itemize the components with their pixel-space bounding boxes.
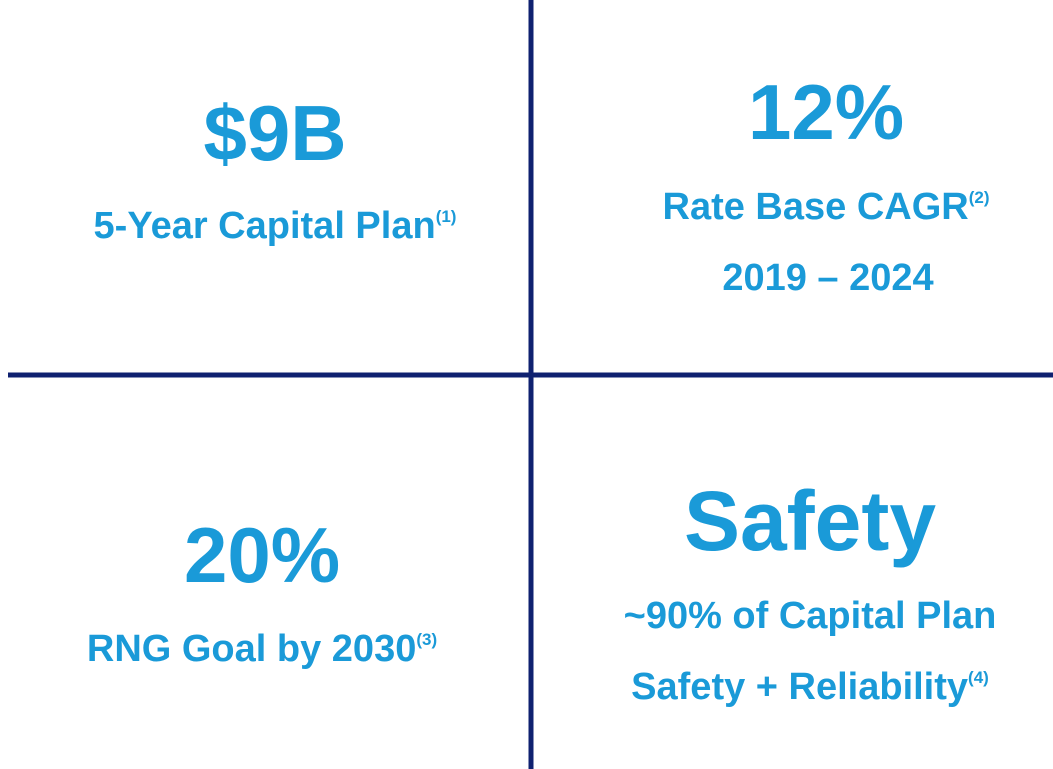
headline: $9B: [203, 89, 346, 177]
caption: ~90% of Capital Plan: [624, 595, 997, 637]
footnote-ref: (1): [436, 207, 457, 226]
caption: Rate Base CAGR(2): [663, 186, 990, 228]
caption: RNG Goal by 2030(3): [87, 628, 437, 670]
caption: 2019 – 2024: [722, 257, 933, 299]
headline: 20%: [184, 511, 340, 599]
caption-text: RNG Goal by 2030: [87, 628, 416, 670]
footnote-ref: (2): [969, 188, 990, 207]
caption: 5-Year Capital Plan(1): [94, 205, 457, 247]
caption-text: 5-Year Capital Plan: [94, 205, 436, 247]
footnote-ref: (4): [968, 668, 989, 687]
headline: Safety: [684, 474, 936, 568]
caption-text: Safety + Reliability: [631, 666, 968, 708]
footnote-ref: (3): [416, 630, 437, 649]
caption: Safety + Reliability(4): [631, 666, 989, 708]
headline: 12%: [748, 68, 904, 156]
caption-text: Rate Base CAGR: [663, 186, 969, 228]
